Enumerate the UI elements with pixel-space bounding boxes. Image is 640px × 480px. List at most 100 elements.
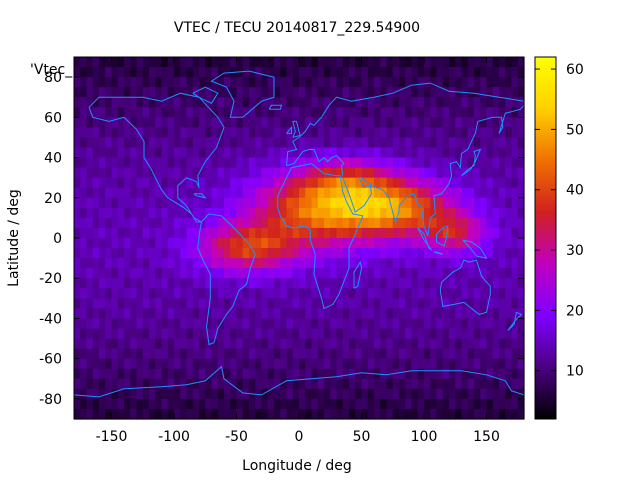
- heatmap-cell: [242, 378, 250, 390]
- heatmap-cell: [192, 308, 200, 320]
- heatmap-cell: [142, 338, 150, 350]
- heatmap-cell: [349, 258, 356, 269]
- heatmap-cell: [130, 67, 138, 78]
- heatmap-cell: [167, 127, 175, 139]
- heatmap-cell: [224, 77, 231, 88]
- heatmap-cell: [92, 207, 100, 219]
- heatmap-cell: [336, 117, 344, 128]
- heatmap-cell: [424, 328, 431, 340]
- coastline: [292, 120, 301, 138]
- heatmap-cell: [517, 67, 525, 78]
- heatmap-cell: [274, 57, 281, 68]
- heatmap-cell: [380, 298, 388, 309]
- heatmap-cell: [411, 197, 419, 209]
- heatmap-cell: [330, 187, 338, 199]
- heatmap-cell: [517, 318, 525, 330]
- heatmap-cell: [430, 328, 438, 340]
- heatmap-cell: [192, 248, 200, 259]
- heatmap-cell: [336, 77, 344, 88]
- heatmap-cell: [436, 127, 444, 139]
- heatmap-cell: [230, 258, 238, 269]
- heatmap-cell: [192, 157, 200, 169]
- heatmap-cell: [299, 248, 306, 259]
- heatmap-cell: [517, 207, 525, 219]
- heatmap-cell: [405, 107, 413, 118]
- heatmap-cell: [249, 137, 256, 149]
- heatmap-cell: [436, 398, 444, 410]
- heatmap-cell: [274, 278, 281, 289]
- heatmap-cell: [474, 408, 481, 420]
- heatmap-cell: [280, 288, 288, 299]
- heatmap-cell: [211, 238, 219, 249]
- heatmap-cell: [461, 338, 469, 350]
- heatmap-cell: [311, 308, 319, 320]
- heatmap-cell: [299, 398, 306, 410]
- heatmap-cell: [517, 77, 525, 88]
- heatmap-cell: [74, 57, 81, 68]
- heatmap-cell: [74, 368, 81, 380]
- heatmap-cell: [161, 117, 169, 128]
- heatmap-cell: [155, 398, 163, 410]
- heatmap-cell: [199, 408, 206, 420]
- heatmap-cell: [211, 57, 219, 68]
- heatmap-cell: [380, 77, 388, 88]
- heatmap-cell: [430, 77, 438, 88]
- heatmap-cell: [267, 398, 275, 410]
- heatmap-cell: [205, 147, 213, 159]
- heatmap-cell: [467, 368, 475, 380]
- heatmap-cell: [486, 217, 494, 229]
- heatmap-cell: [361, 338, 369, 350]
- heatmap-cell: [286, 238, 294, 249]
- heatmap-cell: [142, 268, 150, 279]
- heatmap-cell: [405, 57, 413, 68]
- heatmap-cell: [130, 238, 138, 249]
- heatmap-cell: [417, 258, 425, 269]
- heatmap-cell: [455, 207, 463, 219]
- heatmap-cell: [99, 157, 106, 169]
- heatmap-cell: [199, 117, 206, 128]
- heatmap-cell: [317, 77, 325, 88]
- heatmap-cell: [436, 268, 444, 279]
- heatmap-cell: [280, 187, 288, 199]
- heatmap-cell: [130, 338, 138, 350]
- heatmap-cell: [492, 227, 500, 239]
- heatmap-cell: [149, 358, 156, 370]
- heatmap-cell: [180, 378, 188, 390]
- heatmap-cell: [436, 217, 444, 229]
- heatmap-cell: [305, 368, 313, 380]
- heatmap-cell: [105, 217, 113, 229]
- heatmap-cell: [136, 67, 144, 78]
- heatmap-cell: [117, 157, 125, 169]
- heatmap-cell: [330, 398, 338, 410]
- heatmap-cell: [111, 348, 119, 360]
- heatmap-cell: [161, 358, 169, 370]
- heatmap-cell: [411, 157, 419, 169]
- heatmap-cell: [349, 147, 356, 159]
- heatmap-cell: [80, 127, 88, 139]
- heatmap-cell: [105, 308, 113, 320]
- heatmap-cell: [99, 127, 106, 139]
- heatmap-cell: [392, 97, 400, 108]
- heatmap-cell: [192, 348, 200, 360]
- heatmap-cell: [286, 187, 294, 199]
- heatmap-cell: [461, 388, 469, 400]
- heatmap-cell: [267, 378, 275, 390]
- heatmap-cell: [305, 398, 313, 410]
- heatmap-cell: [224, 217, 231, 229]
- heatmap-cell: [117, 268, 125, 279]
- heatmap-cell: [242, 147, 250, 159]
- heatmap-cell: [230, 167, 238, 179]
- heatmap-cell: [517, 117, 525, 128]
- heatmap-cell: [380, 197, 388, 209]
- heatmap-cell: [236, 167, 244, 179]
- coastline: [277, 163, 364, 310]
- heatmap-cell: [199, 107, 206, 118]
- heatmap-cell: [180, 217, 188, 229]
- heatmap-cell: [249, 398, 256, 410]
- heatmap-cell: [192, 268, 200, 279]
- heatmap-cell: [299, 358, 306, 370]
- heatmap-cell: [474, 207, 481, 219]
- heatmap-cell: [280, 57, 288, 68]
- heatmap-cell: [336, 67, 344, 78]
- heatmap-cell: [311, 157, 319, 169]
